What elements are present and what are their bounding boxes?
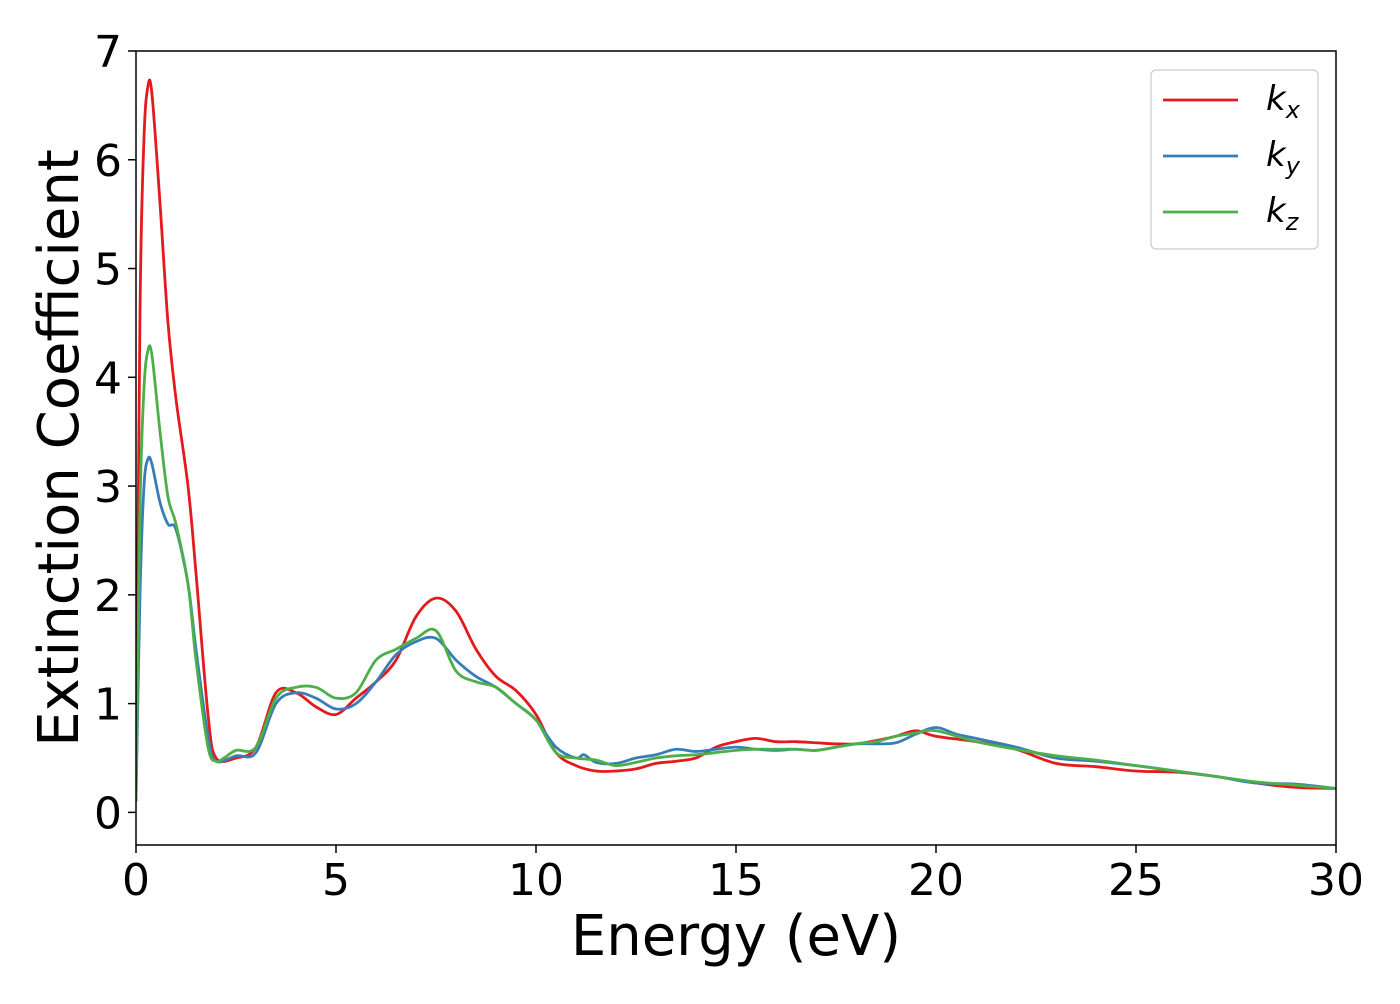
y-axis-title: Extinction Coefficient xyxy=(27,149,92,747)
y-tick-label: 2 xyxy=(94,571,122,622)
x-axis-title: Energy (eV) xyxy=(571,904,901,969)
y-tick-label: 4 xyxy=(94,353,122,404)
y-tick-label: 1 xyxy=(94,680,122,731)
y-tick-label: 6 xyxy=(94,136,122,187)
x-tick-label: 30 xyxy=(1308,855,1364,906)
series-line-kz xyxy=(136,344,1336,802)
y-tick-label: 3 xyxy=(94,462,122,513)
y-tick-label: 7 xyxy=(94,27,122,78)
x-tick-label: 0 xyxy=(122,855,150,906)
x-axis: 0 5 10 15 20 25 30 xyxy=(122,845,1364,906)
x-tick-label: 5 xyxy=(322,855,350,906)
series-layer xyxy=(136,78,1336,802)
x-tick-label: 10 xyxy=(508,855,564,906)
y-tick-label: 0 xyxy=(94,788,122,839)
x-tick-label: 20 xyxy=(908,855,964,906)
x-tick-label: 25 xyxy=(1108,855,1164,906)
y-tick-label: 5 xyxy=(94,245,122,296)
legend-frame xyxy=(1150,69,1319,250)
series-line-kx xyxy=(136,78,1336,791)
y-axis: 0 1 2 3 4 5 6 7 xyxy=(94,27,136,839)
x-tick-label: 15 xyxy=(708,855,764,906)
